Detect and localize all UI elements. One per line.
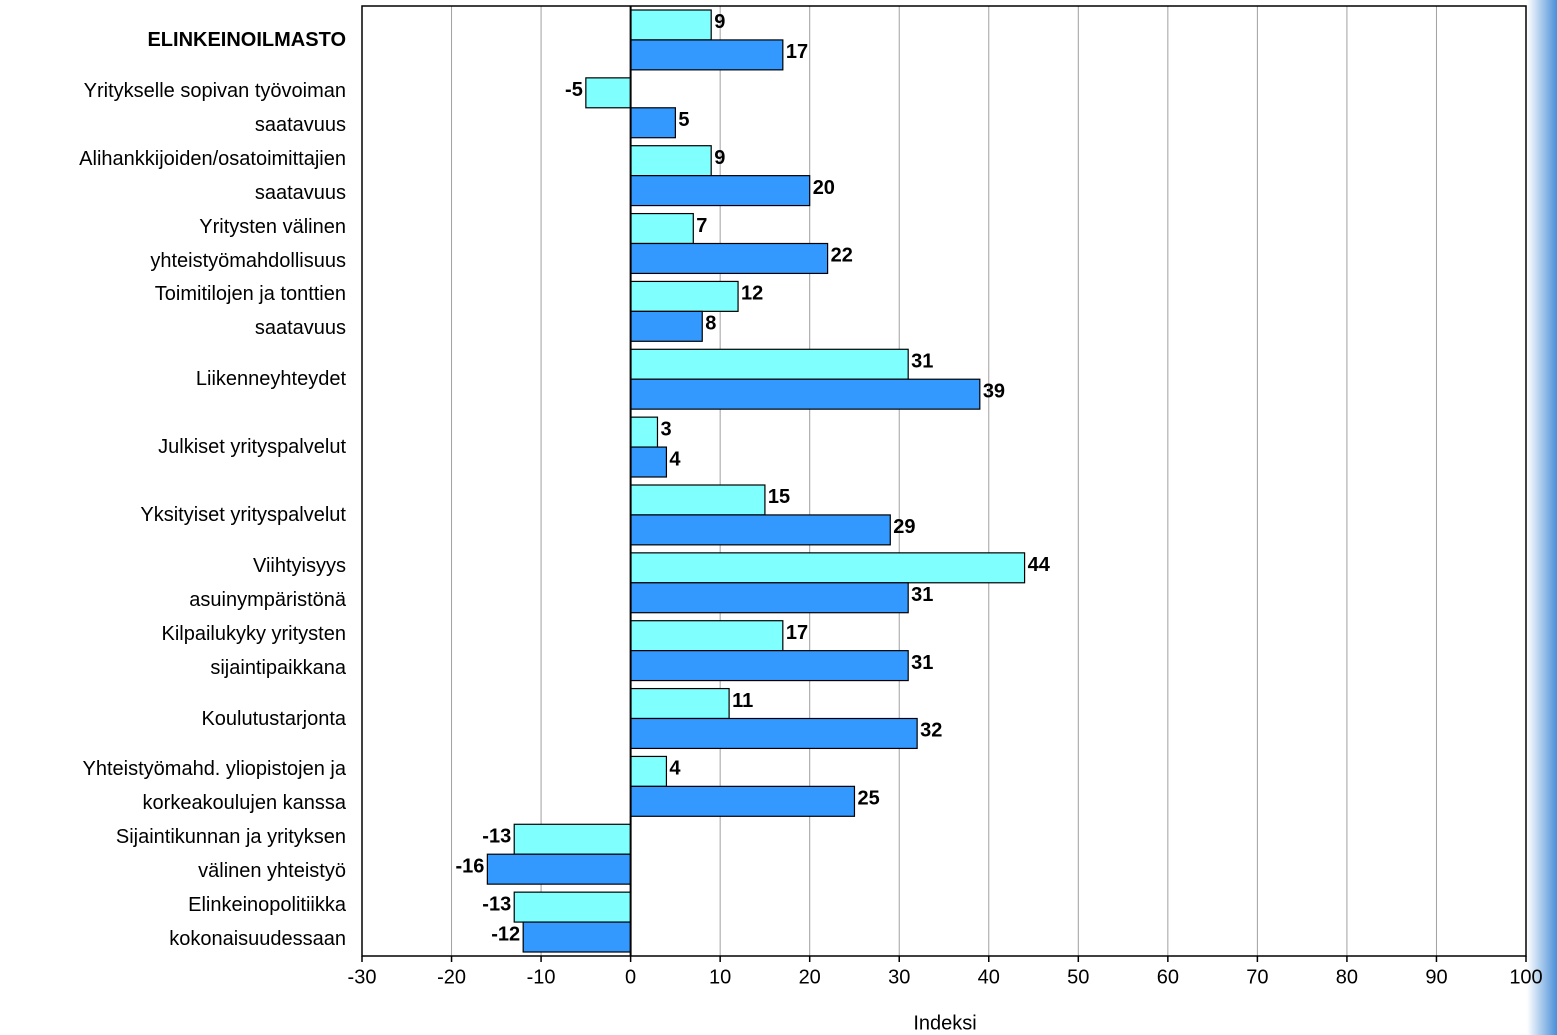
- data-label: 31: [911, 584, 933, 606]
- data-label: -13: [482, 893, 511, 915]
- bar: [630, 650, 909, 682]
- y-tick-label: Yritysten välinen yhteistyömahdollisuus: [150, 215, 346, 272]
- data-label: 31: [911, 351, 933, 373]
- data-label: -16: [455, 855, 484, 877]
- x-tick-label: 60: [1157, 966, 1179, 988]
- bar: [630, 145, 712, 177]
- bar: [630, 785, 856, 817]
- y-tick-label: Viihtyisyys asuinympäristönä: [189, 554, 346, 611]
- data-label: 7: [696, 215, 707, 237]
- bar: [486, 853, 632, 885]
- data-label: 44: [1028, 554, 1051, 576]
- data-label: 25: [857, 788, 879, 810]
- bar: [630, 582, 909, 614]
- data-label: 3: [660, 418, 671, 440]
- data-label: 9: [714, 11, 725, 33]
- bar: [522, 921, 632, 953]
- data-label: 12: [741, 283, 763, 305]
- bar: [630, 175, 811, 207]
- data-label: 17: [786, 41, 808, 63]
- bar: [630, 242, 829, 275]
- y-tick-label: Yksityiset yrityspalvelut: [140, 503, 346, 526]
- x-tick-label: 80: [1336, 966, 1358, 988]
- bar: [513, 891, 632, 923]
- y-tick-label: Yhteistyömahd. yliopistojen ja korkeakou…: [82, 758, 346, 815]
- data-label: 32: [920, 720, 942, 742]
- data-label: 4: [669, 448, 681, 470]
- data-label: 9: [714, 147, 725, 169]
- y-tick-label: Kilpailukyky yritysten sijaintipaikkana: [161, 622, 346, 679]
- x-axis-label: Indeksi: [913, 1012, 976, 1034]
- x-tick-label: -30: [348, 966, 377, 988]
- bar: [585, 77, 632, 109]
- background-edge: [1527, 0, 1557, 1035]
- bar: [630, 514, 891, 546]
- x-tick-label: 40: [978, 966, 1000, 988]
- data-label: 29: [893, 516, 915, 538]
- y-tick-label: Sijaintikunnan ja yrityksen välinen yhte…: [115, 826, 346, 883]
- data-label: 15: [768, 486, 790, 508]
- y-tick-label: Liikenneyhteydet: [195, 368, 346, 391]
- bar: [630, 9, 712, 41]
- data-label: 22: [831, 245, 853, 267]
- data-label: -5: [565, 79, 583, 101]
- x-tick-label: 0: [625, 966, 636, 988]
- x-tick-label: 70: [1246, 966, 1268, 988]
- bar: [630, 484, 766, 516]
- x-tick-label: 90: [1425, 966, 1447, 988]
- y-tick-label: Elinkeinopolitiikka kokonaisuudessaan: [169, 894, 346, 951]
- y-tick-label: Julkiset yrityspalvelut: [158, 436, 346, 459]
- x-tick-label: -10: [527, 966, 556, 988]
- y-tick-label: Alihankkijoiden/osatoimittajien saatavuu…: [79, 147, 346, 204]
- data-label: 5: [678, 109, 689, 131]
- data-label: 8: [705, 313, 716, 335]
- bar: [630, 552, 1026, 584]
- x-tick-label: 50: [1067, 966, 1089, 988]
- data-label: -12: [491, 923, 520, 945]
- x-tick-label: 10: [709, 966, 731, 988]
- bar: [630, 212, 694, 245]
- data-label: -13: [482, 826, 511, 848]
- bar: [630, 416, 659, 448]
- y-tick-label: Yritykselle sopivan työvoiman saatavuus: [83, 79, 346, 136]
- bar: [513, 823, 632, 855]
- x-tick-label: 20: [799, 966, 821, 988]
- x-tick-label: -20: [437, 966, 466, 988]
- data-label: 20: [813, 177, 835, 199]
- bar: [630, 39, 784, 71]
- bar: [630, 107, 676, 139]
- y-tick-label: Koulutustarjonta: [201, 707, 346, 730]
- data-label: 11: [732, 690, 753, 712]
- bar: [630, 620, 784, 652]
- bar: [630, 755, 668, 787]
- x-tick-label: 30: [888, 966, 910, 988]
- data-label: 39: [983, 380, 1005, 402]
- bar: [630, 717, 918, 750]
- plot-border: [361, 5, 1527, 957]
- data-label: 17: [786, 622, 808, 644]
- bar: [630, 446, 668, 478]
- x-tick-label: 100: [1509, 966, 1542, 988]
- y-tick-label: ELINKEINOILMASTO: [147, 28, 346, 51]
- data-label: 31: [911, 652, 933, 674]
- bar: [630, 310, 703, 342]
- bar: [630, 378, 981, 410]
- bar: [630, 687, 730, 720]
- bar: [630, 348, 909, 380]
- y-tick-label: Toimitilojen ja tonttien saatavuus: [154, 283, 346, 340]
- data-label: 4: [669, 758, 681, 780]
- bar: [630, 280, 739, 312]
